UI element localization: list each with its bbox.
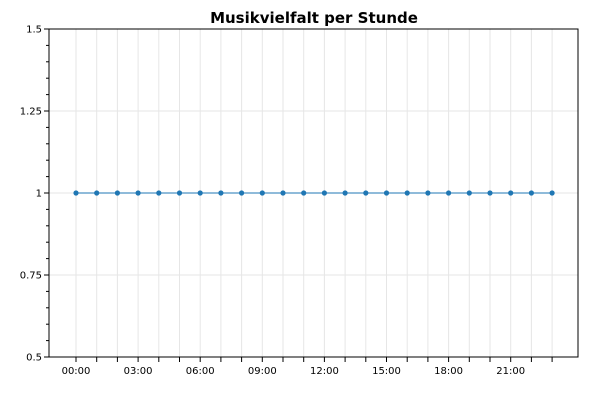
data-point (301, 190, 307, 196)
y-tick-label: 1.5 (26, 25, 42, 36)
data-point (466, 190, 472, 196)
data-point (135, 190, 141, 196)
data-point (156, 190, 162, 196)
data-point (404, 190, 410, 196)
data-point (363, 190, 369, 196)
data-point (528, 190, 535, 196)
y-tick-label: 0.75 (20, 271, 42, 282)
data-point (321, 190, 327, 196)
data-point (114, 190, 120, 196)
data-point (508, 190, 514, 196)
data-point (239, 190, 245, 196)
y-tick-label: 1.25 (20, 107, 42, 118)
x-tick-label: 21:00 (496, 366, 525, 377)
x-tick-label: 18:00 (434, 366, 463, 377)
data-point (549, 190, 555, 196)
y-tick-label: 0.5 (26, 353, 42, 364)
data-point (176, 190, 183, 196)
data-point (487, 190, 493, 196)
y-tick-label: 1 (36, 189, 42, 200)
x-tick-label: 09:00 (248, 366, 277, 377)
x-tick-label: 06:00 (186, 366, 215, 377)
data-point (73, 190, 79, 196)
data-point (383, 190, 390, 196)
data-point (446, 190, 452, 196)
data-point (218, 190, 224, 196)
data-point (197, 190, 203, 196)
x-tick-label: 00:00 (62, 366, 91, 377)
x-tick-label: 12:00 (310, 366, 339, 377)
x-tick-label: 03:00 (124, 366, 153, 377)
x-tick-label: 15:00 (372, 366, 401, 377)
chart-title: Musikvielfalt per Stunde (210, 9, 418, 27)
series-layer (73, 190, 555, 196)
data-point (280, 190, 286, 196)
data-point (342, 190, 348, 196)
axes: 0.5 0.75 1 1.25 1.5 00:00 03:00 06:00 09:00 12:00… (20, 25, 579, 377)
data-point (94, 190, 100, 196)
data-point (259, 190, 265, 196)
data-point (425, 190, 431, 196)
